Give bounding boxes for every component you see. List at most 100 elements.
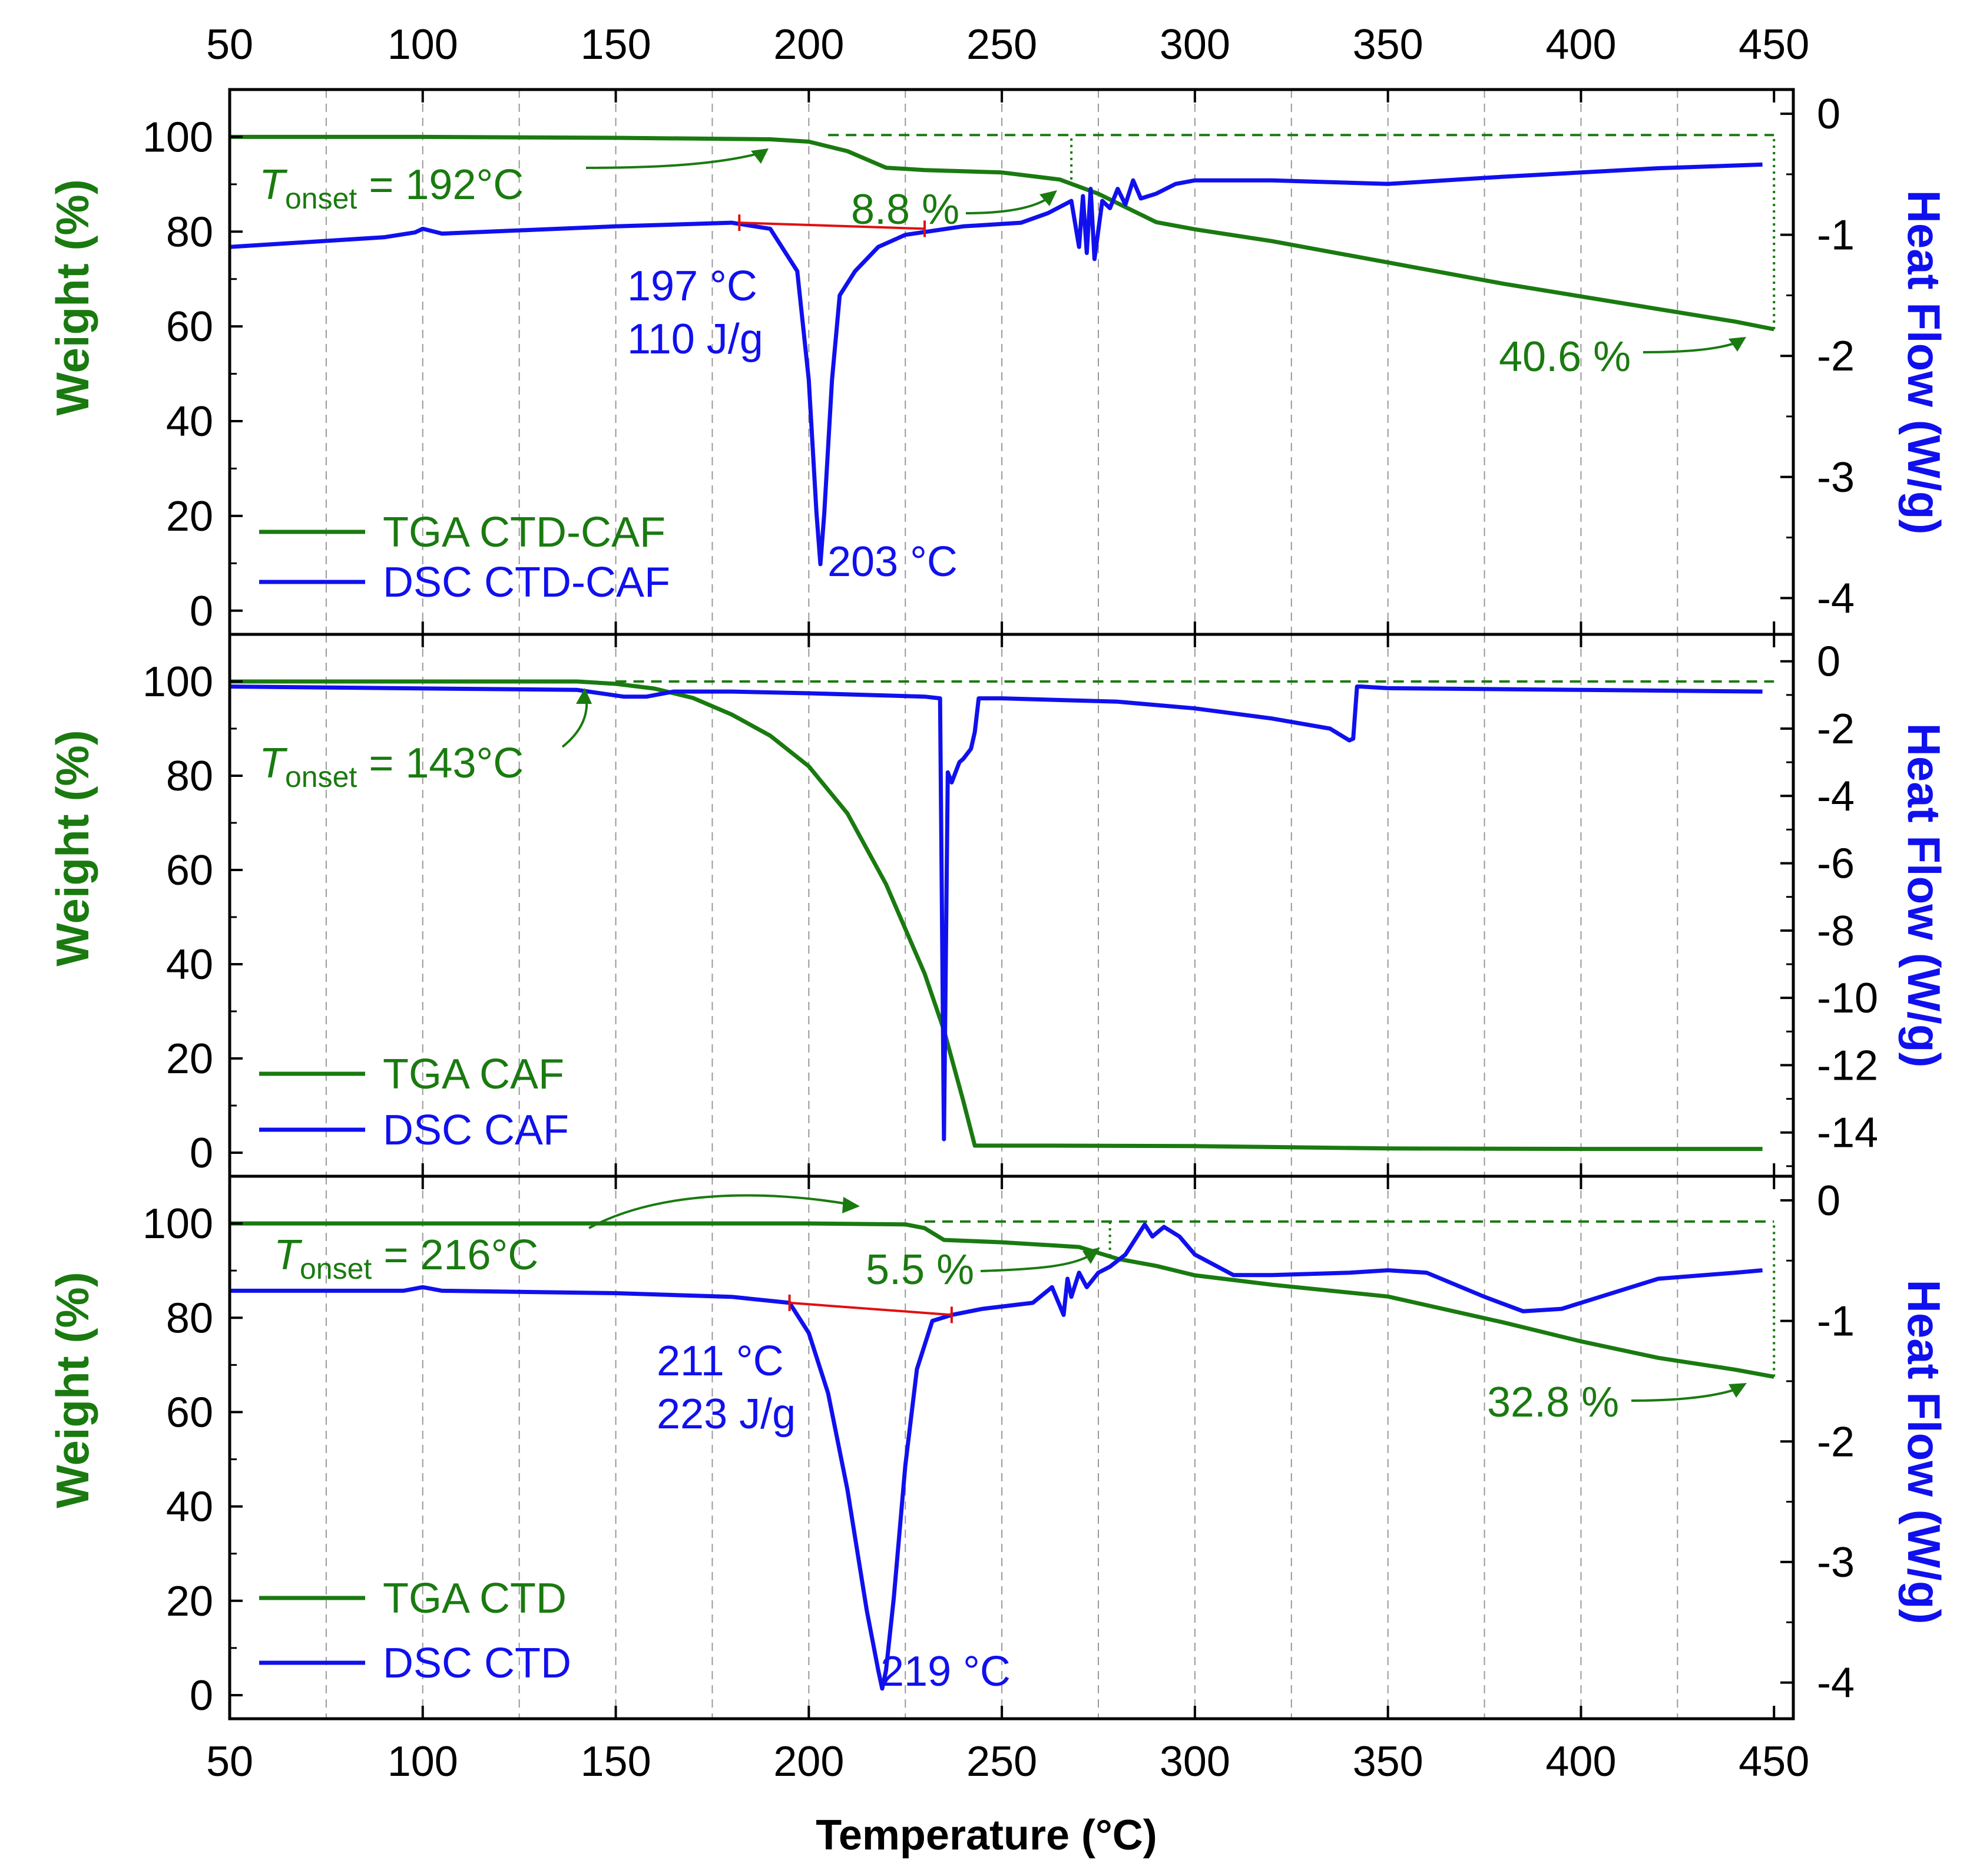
top-y-left-tick-label: 80 xyxy=(166,209,213,256)
x-tick-label-top: 50 xyxy=(206,21,253,68)
panel-top: Weight (%) Heat Flow (W/g) Tonset = 192°… xyxy=(47,148,1950,606)
bottom-legend-tga: TGA CTD xyxy=(383,1575,567,1622)
top-y-right-tick-label: 0 xyxy=(1817,91,1840,138)
bottom-plot-frame xyxy=(228,1174,1795,1721)
middle-legend-tga: TGA CAF xyxy=(383,1051,564,1098)
middle-tonset-label: Tonset = 143°C xyxy=(259,740,524,793)
top-arrows xyxy=(585,148,1746,353)
bottom-arrows xyxy=(588,1194,1747,1402)
x-tick-label-top: 150 xyxy=(580,21,651,68)
x-tick-label-top: 100 xyxy=(388,21,458,68)
middle-series-dsc xyxy=(229,684,1763,1142)
top-peak-label: 203 °C xyxy=(827,538,958,585)
top-y-right-tick-label: -1 xyxy=(1817,212,1855,259)
bottom-y-right-label: Heat Flow (W/g) xyxy=(1898,1280,1950,1624)
x-tick-label-top: 450 xyxy=(1739,21,1809,68)
bottom-legend-dsc: DSC CTD xyxy=(383,1640,571,1687)
top-y-left-label: Weight (%) xyxy=(47,179,98,416)
grid-layer xyxy=(325,90,1678,1719)
x-tick-labels-bottom: 50 100 150 200 250 300 350 400 450 xyxy=(206,1738,1809,1785)
top-loss1-label: 8.8 % xyxy=(851,186,959,233)
middle-y-right-tick-label: -10 xyxy=(1817,975,1878,1022)
top-y-left-tick-label: 20 xyxy=(166,493,213,540)
middle-y-left-tick-label: 100 xyxy=(143,659,213,706)
top-legend-dsc: DSC CTD-CAF xyxy=(383,559,670,606)
top-enthalpy-label: 110 J/g xyxy=(627,316,763,363)
bottom-y-left-tick-label: 0 xyxy=(190,1672,213,1719)
bottom-y-left-tick-label: 100 xyxy=(143,1200,213,1248)
x-tick-label-bottom: 250 xyxy=(966,1738,1037,1785)
x-tick-label-bottom: 200 xyxy=(773,1738,844,1785)
top-y-left-tick-label: 100 xyxy=(143,114,213,161)
top-y-right-tick-label: -2 xyxy=(1817,333,1855,380)
bottom-peak-onset-label: 211 °C xyxy=(657,1338,784,1385)
bottom-enthalpy-label: 223 J/g xyxy=(657,1391,796,1438)
middle-y-left-tick-label: 20 xyxy=(166,1035,213,1083)
bottom-y-right-tick-label: -1 xyxy=(1817,1298,1855,1345)
top-y-right-label: Heat Flow (W/g) xyxy=(1898,190,1950,535)
bottom-y-left-tick-label: 60 xyxy=(166,1389,213,1436)
bottom-series-dsc xyxy=(230,1222,1763,1691)
top-peak-onset-label: 197 °C xyxy=(627,263,757,310)
bottom-y-left-tick-label: 20 xyxy=(166,1578,213,1625)
bottom-integration-baseline xyxy=(789,1301,952,1316)
middle-y-left-tick-label: 80 xyxy=(166,753,213,800)
x-tick-label-top: 400 xyxy=(1545,21,1616,68)
top-series-tga xyxy=(230,134,1774,332)
x-axis-label: Temperature (°C) xyxy=(816,1812,1157,1859)
top-legend: TGA CTD-CAF DSC CTD-CAF xyxy=(259,509,670,606)
x-tick-label-bottom: 150 xyxy=(580,1738,651,1785)
middle-y-right-tick-label: -2 xyxy=(1817,706,1855,753)
middle-y-right-tick-label: -4 xyxy=(1817,773,1855,820)
top-legend-tga: TGA CTD-CAF xyxy=(383,509,666,556)
bottom-y-right-tick-label: -3 xyxy=(1817,1539,1855,1586)
x-tick-label-bottom: 300 xyxy=(1160,1738,1230,1785)
middle-y-left-label: Weight (%) xyxy=(47,730,98,967)
x-tick-label-top: 350 xyxy=(1353,21,1423,68)
x-tick-label-bottom: 350 xyxy=(1353,1738,1423,1785)
x-tick-label-top: 200 xyxy=(773,21,844,68)
middle-y-right-tick-label: -12 xyxy=(1817,1042,1878,1089)
middle-y-left-tick-label: 40 xyxy=(166,941,213,988)
bottom-y-right-tick-label: -2 xyxy=(1817,1418,1855,1465)
top-loss2-label: 40.6 % xyxy=(1499,333,1631,381)
bottom-y-right-tick-label: -4 xyxy=(1817,1660,1855,1707)
top-y-left-tick-label: 60 xyxy=(166,303,213,350)
top-tonset-label: Tonset = 192°C xyxy=(259,161,524,215)
data-layer xyxy=(229,134,1776,1691)
x-tick-label-bottom: 50 xyxy=(206,1738,253,1785)
bottom-loss1-label: 5.5 % xyxy=(866,1246,974,1293)
top-y-left-tick-label: 0 xyxy=(190,588,213,635)
top-y-right-tick-label: -4 xyxy=(1817,575,1855,622)
middle-y-right-tick-label: -6 xyxy=(1817,841,1855,888)
bottom-y-left-label: Weight (%) xyxy=(47,1272,98,1508)
frame-layer: 0 20 40 60 80 100 0 -1 -2 -3 -4 0 20 40 60 80 100 0 -2 -4 -6… xyxy=(143,88,1878,1721)
panel-bottom: Weight (%) Heat Flow (W/g) Tonset = 216°… xyxy=(47,1194,1950,1695)
middle-y-right-tick-label: -8 xyxy=(1817,908,1855,955)
top-integration-baseline xyxy=(739,221,925,230)
middle-y-right-label: Heat Flow (W/g) xyxy=(1898,723,1950,1068)
middle-y-left-tick-label: 0 xyxy=(190,1130,213,1177)
bottom-loss2-label: 32.8 % xyxy=(1487,1379,1619,1426)
bottom-legend: TGA CTD DSC CTD xyxy=(259,1575,571,1687)
x-tick-label-bottom: 400 xyxy=(1545,1738,1616,1785)
bottom-y-left-tick-label: 40 xyxy=(166,1484,213,1531)
top-y-left-tick-label: 40 xyxy=(166,398,213,445)
middle-legend-dsc: DSC CAF xyxy=(383,1107,569,1154)
x-tick-label-top: 250 xyxy=(966,21,1037,68)
x-tick-label-bottom: 450 xyxy=(1739,1738,1809,1785)
x-tick-label-bottom: 100 xyxy=(388,1738,458,1785)
middle-y-left-tick-label: 60 xyxy=(166,847,213,894)
x-tick-label-top: 300 xyxy=(1160,21,1230,68)
bottom-tonset-label: Tonset = 216°C xyxy=(274,1232,538,1285)
middle-y-right-tick-label: 0 xyxy=(1817,638,1840,686)
bottom-y-left-tick-label: 80 xyxy=(166,1295,213,1342)
top-y-right-tick-label: -3 xyxy=(1817,454,1855,501)
panel-middle: Weight (%) Heat Flow (W/g) Tonset = 143°… xyxy=(47,688,1950,1154)
bottom-peak-label: 219 °C xyxy=(880,1648,1011,1695)
middle-series-tga xyxy=(230,679,1763,1152)
bottom-y-right-tick-label: 0 xyxy=(1817,1177,1840,1225)
middle-y-right-tick-label: -14 xyxy=(1817,1110,1878,1157)
top-series-dsc xyxy=(229,162,1763,567)
